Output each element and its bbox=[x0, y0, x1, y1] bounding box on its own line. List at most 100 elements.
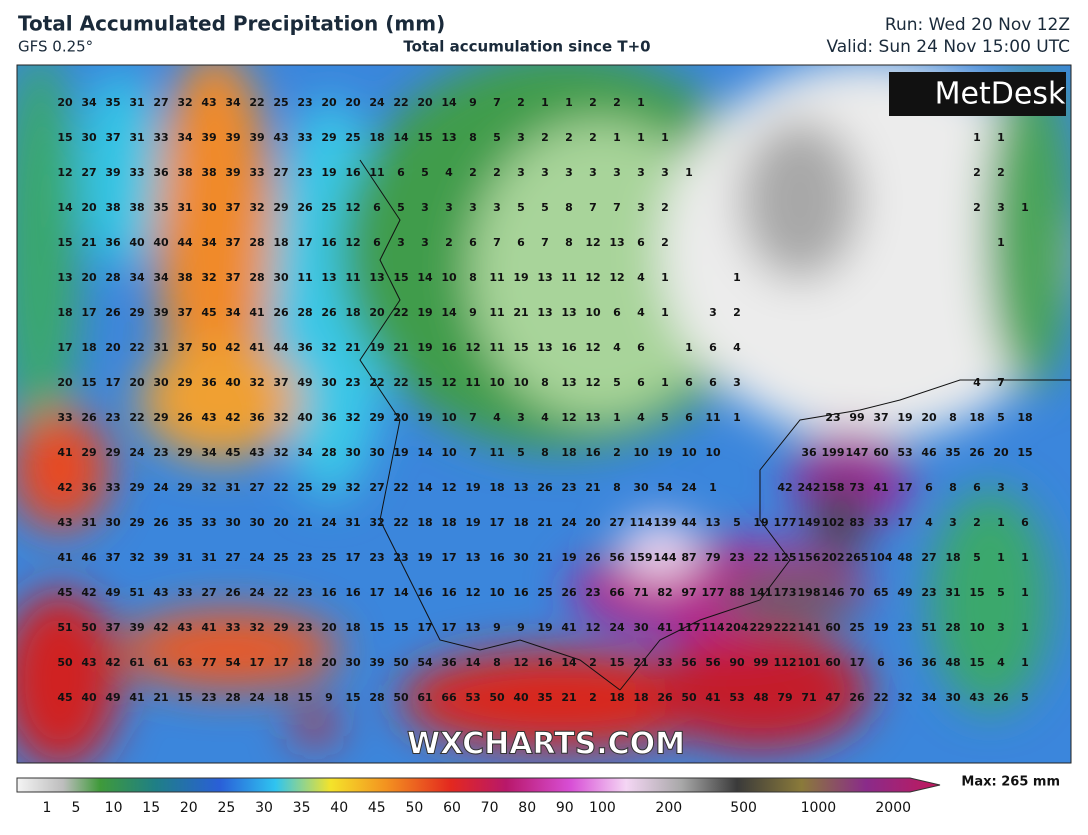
grid-value: 3 bbox=[421, 201, 429, 214]
grid-value: 1 bbox=[1021, 586, 1029, 599]
grid-value: 83 bbox=[849, 516, 864, 529]
grid-value: 10 bbox=[585, 306, 601, 319]
grid-value: 44 bbox=[177, 236, 193, 249]
grid-value: 44 bbox=[273, 341, 289, 354]
grid-value: 36 bbox=[897, 656, 913, 669]
grid-value: 19 bbox=[537, 621, 552, 634]
colorbar-label: 20 bbox=[180, 800, 198, 816]
grid-value: 31 bbox=[177, 551, 192, 564]
grid-value: 23 bbox=[825, 411, 840, 424]
grid-value: 11 bbox=[489, 446, 504, 459]
grid-value: 29 bbox=[369, 411, 384, 424]
grid-value: 18 bbox=[345, 306, 360, 319]
grid-value: 6 bbox=[613, 306, 621, 319]
grid-value: 1 bbox=[997, 131, 1005, 144]
grid-value: 3 bbox=[589, 166, 597, 179]
grid-value: 16 bbox=[441, 341, 457, 354]
grid-value: 2 bbox=[541, 131, 549, 144]
grid-value: 1 bbox=[997, 551, 1005, 564]
grid-value: 65 bbox=[873, 586, 888, 599]
grid-value: 13 bbox=[537, 306, 552, 319]
grid-value: 12 bbox=[585, 271, 600, 284]
grid-value: 4 bbox=[445, 166, 453, 179]
grid-value: 102 bbox=[822, 516, 845, 529]
grid-value: 16 bbox=[561, 341, 577, 354]
grid-value: 7 bbox=[589, 201, 597, 214]
grid-value: 37 bbox=[177, 341, 192, 354]
grid-value: 14 bbox=[393, 131, 409, 144]
grid-value: 19 bbox=[417, 551, 432, 564]
grid-value: 36 bbox=[921, 656, 937, 669]
grid-value: 19 bbox=[465, 481, 480, 494]
grid-value: 22 bbox=[369, 376, 384, 389]
grid-value: 16 bbox=[537, 656, 553, 669]
grid-value: 25 bbox=[849, 621, 864, 634]
grid-value: 43 bbox=[201, 411, 216, 424]
grid-value: 149 bbox=[798, 516, 821, 529]
grid-value: 39 bbox=[225, 166, 240, 179]
grid-value: 158 bbox=[822, 481, 845, 494]
grid-value: 20 bbox=[57, 96, 73, 109]
grid-value: 23 bbox=[153, 446, 168, 459]
grid-value: 32 bbox=[345, 481, 360, 494]
grid-value: 40 bbox=[129, 236, 145, 249]
grid-value: 32 bbox=[369, 516, 384, 529]
grid-value: 22 bbox=[273, 481, 288, 494]
grid-value: 49 bbox=[105, 691, 120, 704]
grid-value: 30 bbox=[273, 271, 289, 284]
grid-value: 13 bbox=[465, 621, 480, 634]
grid-value: 3 bbox=[541, 166, 549, 179]
grid-value: 23 bbox=[297, 96, 312, 109]
grid-value: 31 bbox=[945, 586, 960, 599]
grid-value: 45 bbox=[225, 446, 240, 459]
grid-value: 46 bbox=[81, 551, 97, 564]
grid-value: 2 bbox=[997, 166, 1005, 179]
grid-value: 15 bbox=[177, 691, 192, 704]
grid-value: 3 bbox=[637, 166, 645, 179]
grid-value: 27 bbox=[273, 166, 288, 179]
grid-value: 13 bbox=[465, 551, 480, 564]
grid-value: 1 bbox=[637, 131, 645, 144]
grid-value: 2 bbox=[733, 306, 741, 319]
grid-value: 29 bbox=[105, 446, 120, 459]
grid-value: 5 bbox=[661, 411, 669, 424]
grid-value: 26 bbox=[153, 516, 169, 529]
grid-value: 37 bbox=[225, 236, 240, 249]
grid-value: 3 bbox=[397, 236, 405, 249]
model: GFS 0.25° bbox=[18, 38, 93, 56]
grid-value: 36 bbox=[153, 166, 169, 179]
grid-value: 34 bbox=[129, 271, 145, 284]
grid-value: 30 bbox=[225, 516, 241, 529]
grid-value: 2 bbox=[517, 96, 525, 109]
grid-value: 26 bbox=[657, 691, 673, 704]
grid-value: 20 bbox=[105, 341, 121, 354]
grid-value: 7 bbox=[997, 376, 1005, 389]
grid-value: 6 bbox=[709, 341, 717, 354]
grid-value: 33 bbox=[201, 516, 216, 529]
grid-value: 24 bbox=[129, 446, 145, 459]
grid-value: 26 bbox=[105, 306, 121, 319]
grid-value: 23 bbox=[105, 411, 120, 424]
grid-value: 29 bbox=[273, 201, 288, 214]
grid-value: 31 bbox=[129, 131, 144, 144]
grid-value: 43 bbox=[81, 656, 96, 669]
grid-value: 12 bbox=[441, 481, 456, 494]
grid-value: 24 bbox=[681, 481, 697, 494]
grid-value: 11 bbox=[297, 271, 312, 284]
grid-value: 45 bbox=[201, 306, 216, 319]
grid-value: 27 bbox=[201, 586, 216, 599]
grid-value: 16 bbox=[321, 586, 337, 599]
grid-value: 49 bbox=[297, 376, 312, 389]
grid-value: 38 bbox=[105, 201, 120, 214]
grid-value: 16 bbox=[345, 586, 361, 599]
grid-value: 6 bbox=[973, 481, 981, 494]
grid-value: 87 bbox=[681, 551, 696, 564]
grid-value: 26 bbox=[585, 551, 601, 564]
grid-value: 5 bbox=[493, 131, 501, 144]
grid-value: 26 bbox=[993, 691, 1009, 704]
grid-value: 23 bbox=[345, 376, 360, 389]
grid-value: 30 bbox=[201, 201, 217, 214]
grid-value: 5 bbox=[733, 516, 741, 529]
grid-value: 15 bbox=[969, 586, 984, 599]
grid-value: 17 bbox=[249, 656, 264, 669]
